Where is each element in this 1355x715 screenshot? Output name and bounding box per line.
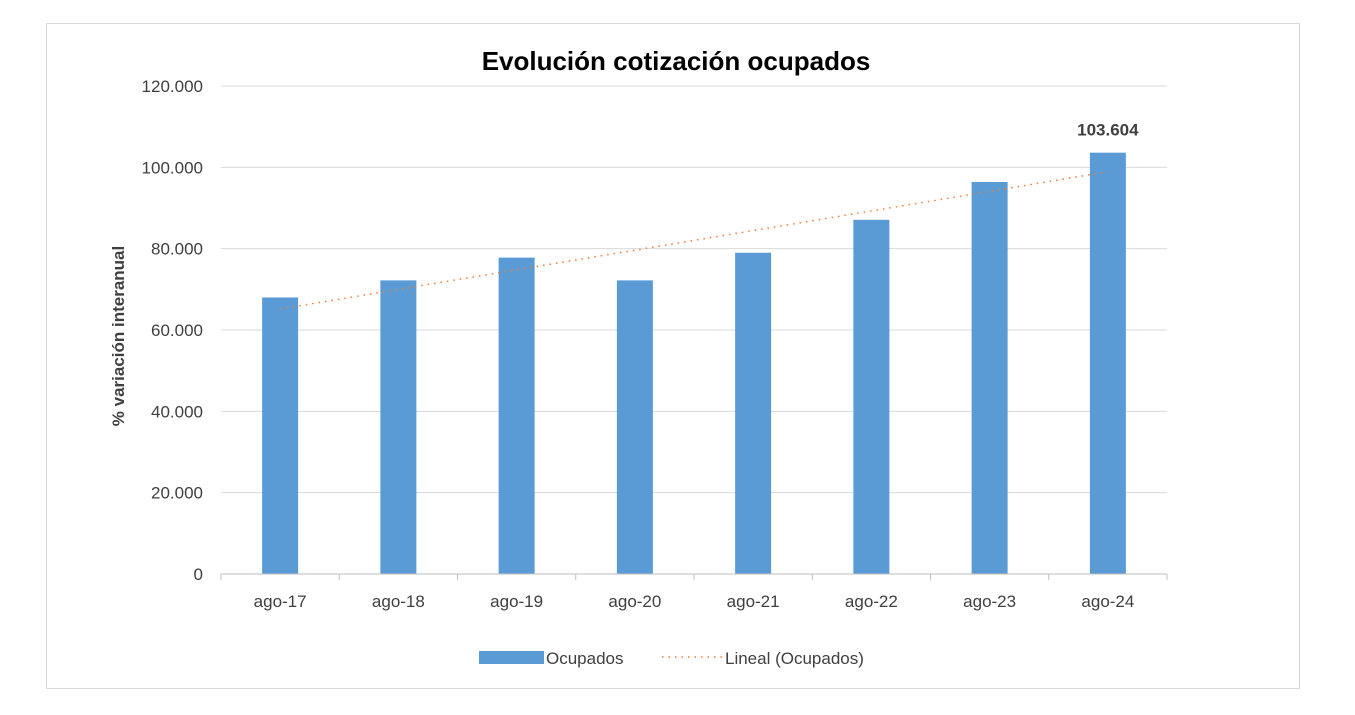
data-label: 103.604 xyxy=(1077,121,1139,140)
x-tick-label: ago-17 xyxy=(254,592,307,611)
chart-title: Evolución cotización ocupados xyxy=(482,46,871,76)
legend-label-trendline: Lineal (Ocupados) xyxy=(725,649,864,668)
bar-ago-21 xyxy=(735,252,772,574)
y-tick-label: 80.000 xyxy=(151,240,203,259)
bar-ago-17 xyxy=(262,297,299,574)
y-tick-label: 20.000 xyxy=(151,484,203,503)
x-axis-ticks: ago-17 ago-18 ago-19 ago-20 ago-21 ago-22 ago-… xyxy=(254,592,1135,611)
y-tick-label: 40.000 xyxy=(151,402,203,421)
legend: Ocupados Lineal (Ocupados) xyxy=(479,649,864,668)
x-tick-label: ago-18 xyxy=(372,592,425,611)
y-axis-ticks: 0 20.000 40.000 60.000 80.000 100.000 120.000 xyxy=(142,77,203,584)
x-tick-label: ago-24 xyxy=(1081,592,1134,611)
bar-ago-24 xyxy=(1089,152,1126,574)
bar-ago-19 xyxy=(498,257,535,574)
x-tick-label: ago-23 xyxy=(963,592,1016,611)
x-axis xyxy=(220,573,1168,580)
y-tick-label: 60.000 xyxy=(151,321,203,340)
x-tick-label: ago-19 xyxy=(490,592,543,611)
legend-label-ocupados: Ocupados xyxy=(546,649,624,668)
x-tick-label: ago-20 xyxy=(608,592,661,611)
x-tick-label: ago-21 xyxy=(727,592,780,611)
y-axis-label: % variación interanual xyxy=(109,246,128,426)
bar-ago-18 xyxy=(380,280,417,574)
chart-svg: Evolución cotización ocupados % variació… xyxy=(109,46,1168,668)
x-tick-label: ago-22 xyxy=(845,592,898,611)
bar-ago-22 xyxy=(853,219,890,574)
chart-area: Evolución cotización ocupados % variació… xyxy=(46,23,1300,689)
y-tick-label: 120.000 xyxy=(142,77,203,96)
bar-ago-20 xyxy=(616,280,653,574)
y-tick-label: 0 xyxy=(194,565,203,584)
legend-swatch-ocupados xyxy=(479,651,544,664)
y-tick-label: 100.000 xyxy=(142,158,203,177)
bars xyxy=(262,152,1126,574)
gridlines xyxy=(221,85,1167,494)
data-labels: 103.604 xyxy=(1077,121,1139,140)
bar-ago-23 xyxy=(971,181,1008,574)
